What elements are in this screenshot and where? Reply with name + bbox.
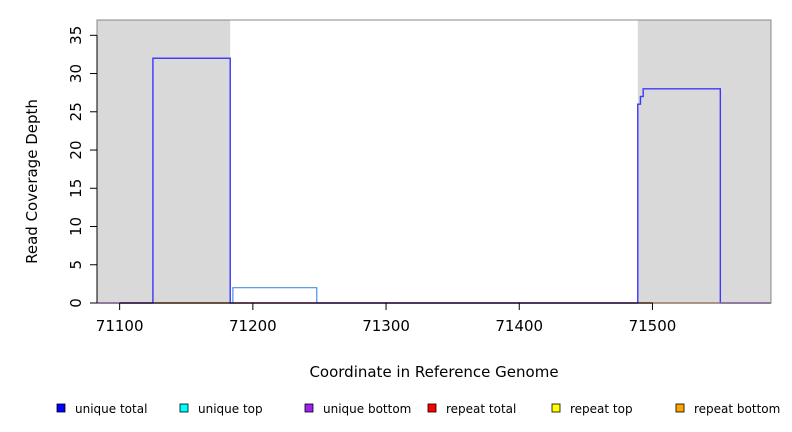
shaded-region-0 xyxy=(97,20,231,303)
legend-label-unique-bottom: unique bottom xyxy=(323,402,411,416)
y-tick-label: 0 xyxy=(67,298,85,308)
legend-swatch-repeat-total xyxy=(427,403,437,413)
shaded-region-1 xyxy=(637,20,771,303)
legend-swatch-repeat-top xyxy=(551,403,561,413)
x-axis-title: Coordinate in Reference Genome xyxy=(309,363,558,381)
y-tick-label: 10 xyxy=(67,217,85,236)
legend-label-repeat-total: repeat total xyxy=(446,402,516,416)
y-axis-title: Read Coverage Depth xyxy=(23,99,41,264)
legend-swatch-unique-bottom xyxy=(304,403,314,413)
y-tick-label: 30 xyxy=(67,64,85,83)
shaded-regions xyxy=(97,20,771,303)
legend-swatch-unique-total xyxy=(56,403,66,413)
y-tick-label: 5 xyxy=(67,260,85,270)
x-tick-label: 71100 xyxy=(96,317,144,335)
x-tick-label: 71300 xyxy=(362,317,410,335)
y-tick-label: 20 xyxy=(67,140,85,159)
series-line-unique-total xyxy=(97,57,771,304)
legend-label-unique-top: unique top xyxy=(198,402,263,416)
x-tick-label: 71500 xyxy=(629,317,677,335)
y-tick-label: 15 xyxy=(67,179,85,198)
y-tick-label: 25 xyxy=(67,102,85,121)
legend: unique total unique top unique bottom repea… xyxy=(56,402,780,416)
legend-swatch-unique-top xyxy=(179,403,189,413)
legend-swatch-repeat-bottom xyxy=(675,403,685,413)
x-tick-label: 71200 xyxy=(229,317,277,335)
legend-label-unique-total: unique total xyxy=(75,402,147,416)
x-axis: 71100 71200 71300 71400 71500 xyxy=(96,302,677,335)
x-tick-label: 71400 xyxy=(495,317,543,335)
y-axis: 0 5 10 15 20 25 30 35 xyxy=(67,26,98,308)
legend-label-repeat-top: repeat top xyxy=(570,402,633,416)
legend-label-repeat-bottom: repeat bottom xyxy=(694,402,780,416)
y-tick-label: 35 xyxy=(67,26,85,45)
